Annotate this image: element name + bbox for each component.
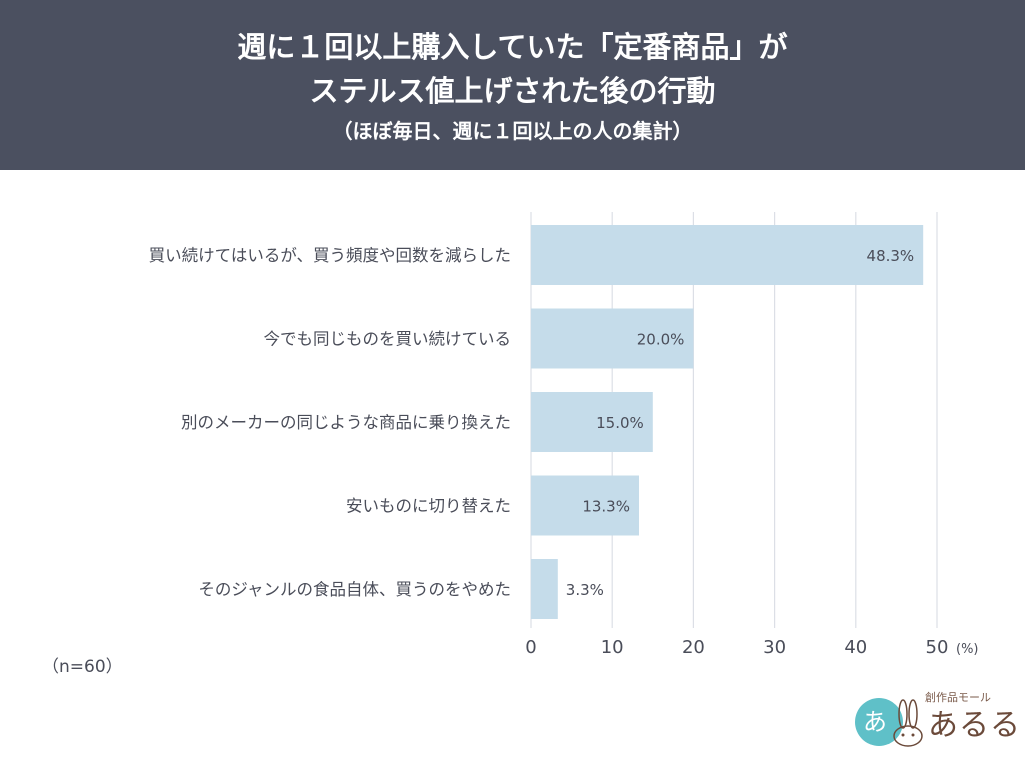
sample-size-note: （n=60） <box>42 657 123 677</box>
category-label: 今でも同じものを買い続けている <box>264 330 512 349</box>
chart-subtitle: （ほぼ毎日、週に１回以上の人の集計） <box>332 119 693 143</box>
chart-title-line-1: 週に１回以上購入していた「定番商品」が <box>237 30 788 64</box>
value-label: 48.3% <box>867 247 915 265</box>
value-label: 20.0% <box>637 331 685 349</box>
logo-tagline: 創作品モール <box>925 691 991 704</box>
chart-header: 週に１回以上購入していた「定番商品」が ステルス値上げされた後の行動 （ほぼ毎日… <box>0 0 1025 170</box>
x-tick-label: 30 <box>763 637 786 658</box>
chart-title-line-2: ステルス値上げされた後の行動 <box>309 74 716 108</box>
x-tick-label: 0 <box>525 637 536 658</box>
category-label: 買い続けてはいるが、買う頻度や回数を減らした <box>149 246 511 265</box>
rabbit-logo-icon: あ <box>855 698 923 747</box>
bar <box>531 308 694 369</box>
x-tick-label: 20 <box>682 637 705 658</box>
category-label: 別のメーカーの同じような商品に乗り換えた <box>181 413 511 432</box>
value-label: 15.0% <box>596 414 644 432</box>
x-unit-label: (%) <box>956 642 979 657</box>
bar <box>531 225 924 285</box>
svg-text:あ: あ <box>863 708 887 736</box>
x-tick-label: 40 <box>844 637 867 658</box>
x-tick-label: 10 <box>601 637 624 658</box>
bar <box>531 475 639 536</box>
value-label: 3.3% <box>566 581 604 599</box>
bar <box>531 559 558 619</box>
bar <box>531 392 653 452</box>
value-label: 13.3% <box>582 498 630 516</box>
x-tick-label: 50 <box>926 637 949 658</box>
logo-name: あるる <box>928 708 1021 743</box>
category-label: 安いものに切り替えた <box>346 497 511 516</box>
category-label: そのジャンルの食品自体、買うのをやめた <box>198 580 511 599</box>
